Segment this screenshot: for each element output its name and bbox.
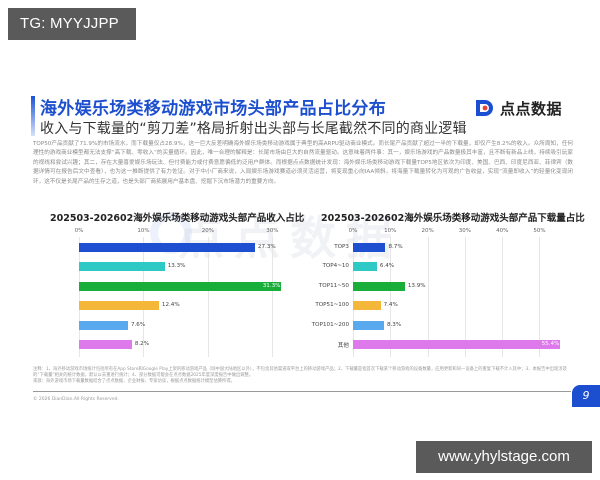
- x-axis-tick: 0%: [74, 228, 84, 234]
- grid-line: [427, 237, 429, 357]
- tg-badge: TG: MYYJJPP: [8, 8, 136, 40]
- grid-line: [464, 237, 466, 357]
- x-axis-tick: 30%: [266, 228, 279, 234]
- x-axis-tick: 0%: [348, 228, 358, 234]
- title-accent-bar: [31, 96, 35, 136]
- page-title: 海外娱乐场类移动游戏市场头部产品占比分布: [40, 99, 386, 119]
- bar: [353, 281, 405, 291]
- bar: [79, 262, 165, 272]
- grid-line: [272, 237, 274, 357]
- x-axis-tick: 30%: [458, 228, 472, 234]
- brand-logo-text: 点点数据: [500, 99, 563, 118]
- revenue-share-chart: 202503-202602海外娱乐场类移动游戏头部产品收入占比 0% 10% 20%…: [0, 88, 304, 368]
- bar-value-label: 8.2%: [134, 341, 150, 347]
- url-badge: www.yhylstage.com: [416, 441, 592, 473]
- diandian-logo-icon: [476, 100, 493, 116]
- bar: [353, 320, 384, 330]
- x-axis-tick: 50%: [533, 228, 546, 234]
- footnote: 注释：1、海外移动游戏市场统计包括所有在App Store和Google Pla…: [33, 367, 573, 386]
- bar: [79, 281, 281, 291]
- bar: [353, 340, 560, 349]
- grid-line: [79, 237, 80, 357]
- report-slide: 海外娱乐场类移动游戏市场头部产品占比分布 收入与下载量的“剪刀差”格局折射出头部…: [0, 88, 600, 418]
- bar: [79, 340, 132, 349]
- grid-line: [143, 237, 145, 357]
- bar-value-label: 55.4%: [541, 341, 560, 347]
- download-share-chart: 202503-202602海外娱乐场类移动游戏头部产品下载量占比 0% 10% 20…: [0, 88, 600, 368]
- bar-value-label: 13.9%: [407, 282, 426, 289]
- copyright: © 2026 DianDian.All Rights Reserved.: [33, 397, 119, 402]
- bar-value-label: 8.7%: [388, 244, 403, 250]
- page-subtitle: 收入与下载量的“剪刀差”格局折射出头部与长尾截然不同的商业逻辑: [40, 121, 467, 137]
- bar-value-label: 6.4%: [379, 263, 395, 270]
- bar: [353, 301, 381, 311]
- bar-value-label: 7.6%: [130, 321, 146, 328]
- category-label: 其他: [337, 343, 349, 349]
- bar: [353, 243, 386, 252]
- grid-line: [353, 237, 354, 357]
- body-paragraph: TOP50产品贡献了71.9%的市场流水，而下载量仅占28.9%，这一巨大反差明…: [33, 141, 573, 185]
- chart-title: 202503-202602海外娱乐场类移动游戏头部产品收入占比: [50, 213, 305, 224]
- grid-line: [207, 237, 209, 357]
- bar-value-label: 27.3%: [257, 244, 276, 250]
- brand-logo: 点点数据: [474, 97, 562, 119]
- x-axis-tick: 10%: [384, 228, 397, 234]
- category-label: TOP101~200: [311, 321, 349, 328]
- grid-line: [539, 237, 541, 357]
- bar-value-label: 12.4%: [161, 302, 180, 309]
- footer-divider: [33, 391, 571, 392]
- x-axis-tick: 20%: [201, 228, 214, 234]
- grid-line: [390, 237, 392, 357]
- category-label: TOP4~10: [322, 263, 349, 270]
- category-label: TOP3: [334, 244, 349, 250]
- bar-value-label: 31.3%: [262, 282, 281, 289]
- footnote-notes: 注释：1、海外移动游戏市场统计包括所有在App Store和Google Pla…: [33, 367, 567, 379]
- category-label: TOP11~50: [318, 282, 349, 289]
- chart-title: 202503-202602海外娱乐场类移动游戏头部产品下载量占比: [321, 213, 585, 224]
- category-label: TOP51~100: [315, 302, 349, 309]
- bar: [79, 320, 128, 330]
- bar: [353, 262, 377, 272]
- grid-line: [502, 237, 504, 357]
- x-axis-tick: 40%: [496, 228, 509, 234]
- x-axis-tick: 20%: [421, 228, 434, 234]
- page-number: 9: [572, 385, 600, 407]
- x-axis-tick: 10%: [137, 228, 150, 234]
- bar-value-label: 7.4%: [383, 302, 398, 309]
- bar-value-label: 13.3%: [167, 263, 186, 270]
- bar: [79, 243, 255, 252]
- bar: [79, 301, 159, 311]
- bar-value-label: 8.3%: [386, 321, 402, 328]
- footnote-source: 来源：海外游戏市场下载量数据结合了点点数据、企业财报、专家访谈，根据点点数据统计…: [33, 379, 235, 385]
